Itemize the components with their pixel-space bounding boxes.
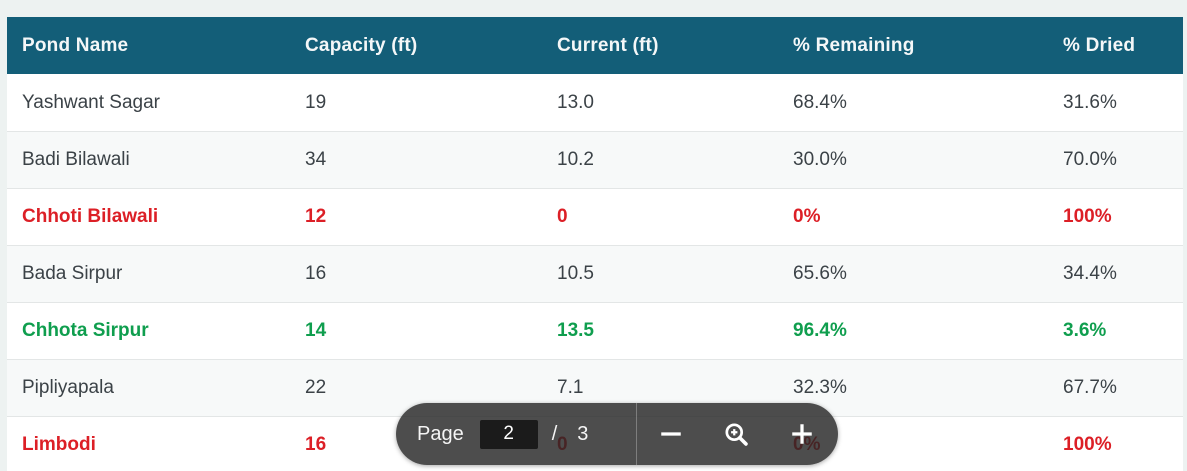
column-header-capacity: Capacity (ft)	[305, 34, 418, 56]
dried-cell: 70.0%	[1063, 149, 1117, 170]
column-header-current: Current (ft)	[557, 34, 659, 56]
capacity-cell: 22	[305, 377, 327, 398]
table-row: Yashwant Sagar 19 13.0 68.4% 31.6%	[7, 74, 1183, 131]
remaining-cell: 96.4%	[793, 320, 847, 341]
pond-name-cell: Badi Bilawali	[22, 149, 130, 170]
zoom-controls	[637, 403, 838, 465]
pond-name-cell: Limbodi	[22, 434, 96, 455]
page-total-count: 3	[577, 422, 589, 445]
page-navigation: Page / 3	[396, 403, 636, 465]
column-header-remaining: % Remaining	[793, 34, 915, 56]
column-header-pond-name: Pond Name	[22, 34, 129, 56]
table-row: Chhota Sirpur 14 13.5 96.4% 3.6%	[7, 302, 1183, 359]
remaining-cell: 65.6%	[793, 263, 847, 284]
capacity-cell: 34	[305, 149, 327, 170]
page-label: Page	[417, 422, 464, 445]
remaining-cell: 30.0%	[793, 149, 847, 170]
pond-name-cell: Bada Sirpur	[22, 263, 123, 284]
pond-name-cell: Chhota Sirpur	[22, 320, 149, 341]
capacity-cell: 14	[305, 320, 327, 341]
dried-cell: 100%	[1063, 206, 1112, 227]
column-header-dried: % Dried	[1063, 34, 1136, 56]
page-number-input[interactable]	[479, 419, 538, 449]
current-cell: 13.5	[557, 320, 594, 341]
table-body: Yashwant Sagar 19 13.0 68.4% 31.6% Badi …	[7, 74, 1183, 471]
current-cell: 13.0	[557, 91, 594, 113]
current-cell: 0	[557, 206, 568, 227]
zoom-magnifier-icon	[723, 421, 750, 448]
capacity-cell: 19	[305, 91, 327, 113]
remaining-cell: 32.3%	[793, 377, 847, 398]
table-row: Badi Bilawali 34 10.2 30.0% 70.0%	[7, 131, 1183, 188]
zoom-tool-button[interactable]	[723, 420, 751, 448]
dried-cell: 100%	[1063, 434, 1112, 455]
toolbar-divider	[636, 403, 637, 465]
page-separator: /	[551, 422, 558, 445]
zoom-out-button[interactable]	[657, 420, 685, 448]
capacity-cell: 16	[305, 434, 327, 455]
dried-cell: 3.6%	[1063, 320, 1107, 341]
table-row: Bada Sirpur 16 10.5 65.6% 34.4%	[7, 245, 1183, 302]
capacity-cell: 16	[305, 263, 327, 284]
table-row: Chhoti Bilawali 12 0 0% 100%	[7, 188, 1183, 245]
pdf-viewer-toolbar: Page / 3	[396, 403, 838, 465]
remaining-cell: 0%	[793, 206, 821, 227]
pond-name-cell: Pipliyapala	[22, 377, 114, 398]
capacity-cell: 12	[305, 206, 327, 227]
pond-name-cell: Chhoti Bilawali	[22, 206, 159, 227]
zoom-in-button[interactable]	[788, 420, 816, 448]
table-header-row: Pond Name Capacity (ft) Current (ft) % R…	[7, 17, 1183, 74]
minus-icon	[658, 421, 684, 447]
plus-icon	[789, 421, 815, 447]
current-cell: 10.5	[557, 263, 594, 284]
pond-table: Pond Name Capacity (ft) Current (ft) % R…	[7, 17, 1183, 471]
current-cell: 10.2	[557, 149, 594, 170]
current-cell: 7.1	[557, 377, 584, 398]
pond-name-cell: Yashwant Sagar	[22, 91, 161, 113]
dried-cell: 31.6%	[1063, 91, 1117, 113]
dried-cell: 67.7%	[1063, 377, 1117, 398]
dried-cell: 34.4%	[1063, 263, 1117, 284]
remaining-cell: 68.4%	[793, 91, 847, 113]
